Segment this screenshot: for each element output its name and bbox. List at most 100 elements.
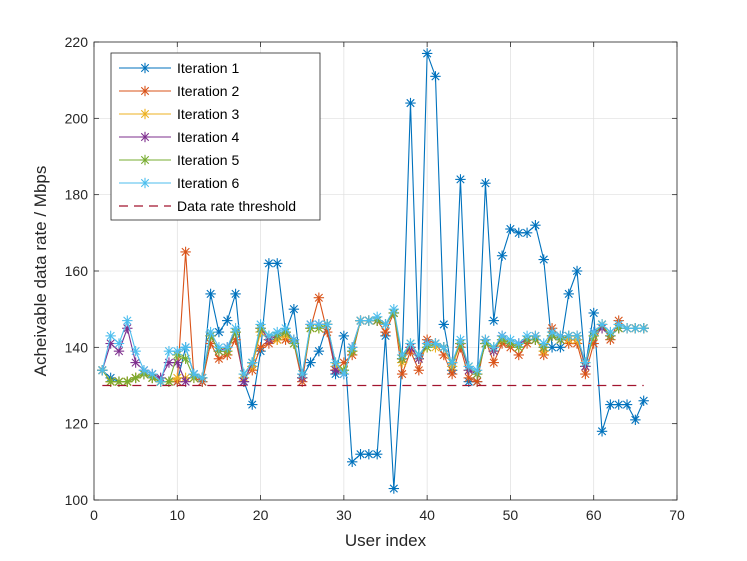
data-point xyxy=(330,357,341,368)
data-point xyxy=(288,303,300,315)
legend-entry: Iteration 3 xyxy=(119,106,239,122)
data-point xyxy=(438,319,449,330)
data-point xyxy=(596,319,608,330)
data-point xyxy=(338,330,350,342)
data-point xyxy=(313,292,325,303)
y-tick-label: 120 xyxy=(65,416,89,432)
legend-label: Iteration 1 xyxy=(177,60,239,76)
data-point xyxy=(455,174,466,185)
legend-entry: Data rate threshold xyxy=(119,198,296,214)
tick-labels: 0 10 20 30 40 50 60 70 100 120 140 160 180 200 220 xyxy=(65,34,685,523)
data-point xyxy=(205,288,216,300)
data-point xyxy=(238,368,250,380)
x-tick-label: 60 xyxy=(586,507,602,523)
data-point xyxy=(455,334,466,345)
legend-marker xyxy=(139,177,151,189)
data-point xyxy=(280,323,291,334)
data-point xyxy=(538,338,549,349)
data-point xyxy=(180,246,191,258)
data-point xyxy=(613,319,624,330)
data-point xyxy=(205,326,216,338)
data-point xyxy=(188,368,200,380)
data-point xyxy=(596,426,608,437)
data-point xyxy=(355,315,366,326)
data-point xyxy=(346,342,358,353)
data-point xyxy=(380,326,391,338)
data-point xyxy=(446,357,458,368)
data-point xyxy=(180,342,191,353)
data-point xyxy=(172,345,183,357)
data-point xyxy=(346,456,358,468)
data-point xyxy=(413,349,425,361)
data-point xyxy=(488,342,499,353)
legend-entry: Iteration 5 xyxy=(119,152,239,168)
data-point xyxy=(421,48,433,59)
x-tick-label: 10 xyxy=(169,507,185,523)
data-point xyxy=(255,319,266,330)
y-tick-label: 140 xyxy=(65,339,89,355)
data-point xyxy=(588,307,599,319)
data-point xyxy=(272,326,283,338)
data-point xyxy=(513,227,524,239)
data-point xyxy=(496,330,508,342)
legend: Iteration 1 Iteration 2 Iteration 3 Iterati… xyxy=(110,52,321,221)
data-point xyxy=(97,365,108,376)
data-point xyxy=(338,368,350,380)
ticks xyxy=(93,41,678,501)
data-point xyxy=(513,338,524,349)
legend-label: Iteration 6 xyxy=(177,175,239,191)
data-point xyxy=(605,326,616,338)
data-point xyxy=(222,315,233,326)
data-point xyxy=(496,250,508,261)
data-point xyxy=(288,334,300,345)
data-point xyxy=(413,365,425,376)
data-point xyxy=(563,288,574,300)
data-point xyxy=(438,342,449,353)
data-point xyxy=(621,399,633,410)
x-tick-label: 40 xyxy=(419,507,435,523)
data-point xyxy=(463,361,474,372)
data-point xyxy=(388,483,400,494)
legend-label: Iteration 2 xyxy=(177,83,239,99)
data-point xyxy=(222,342,233,353)
data-point xyxy=(313,345,325,357)
legend-label: Data rate threshold xyxy=(177,198,296,214)
data-point xyxy=(488,357,499,368)
data-point xyxy=(297,368,308,380)
x-tick-label: 0 xyxy=(90,507,98,523)
data-point xyxy=(530,220,541,231)
y-axis-label: Acheivable data rate / Mbps xyxy=(31,166,50,377)
data-point xyxy=(363,315,375,326)
y-tick-label: 100 xyxy=(65,492,89,508)
data-point xyxy=(630,414,641,426)
data-point xyxy=(588,326,599,338)
legend-entry: Iteration 4 xyxy=(119,129,239,145)
data-point xyxy=(322,319,333,330)
legend-label: Iteration 5 xyxy=(177,152,239,168)
y-tick-label: 220 xyxy=(65,34,89,50)
data-point xyxy=(471,365,483,376)
data-point xyxy=(122,315,133,326)
y-tick-label: 160 xyxy=(65,263,89,279)
y-tick-label: 200 xyxy=(65,110,89,126)
data-point xyxy=(405,97,416,109)
x-tick-label: 70 xyxy=(669,507,685,523)
legend-entry: Iteration 6 xyxy=(119,175,239,191)
data-point xyxy=(571,330,583,342)
data-point xyxy=(197,372,208,384)
data-point xyxy=(571,265,583,277)
data-point xyxy=(488,315,499,326)
data-point xyxy=(480,334,491,345)
data-point xyxy=(122,376,133,387)
legend-marker xyxy=(139,62,151,74)
x-axis-label: User index xyxy=(345,531,427,550)
data-point xyxy=(430,338,441,349)
y-tick-label: 180 xyxy=(65,187,89,203)
data-point xyxy=(505,334,516,345)
data-point xyxy=(147,368,158,380)
legend-label: Iteration 3 xyxy=(177,106,239,122)
series-layer xyxy=(97,48,649,494)
data-point xyxy=(113,338,125,349)
data-point xyxy=(405,338,416,349)
data-point xyxy=(105,330,116,342)
